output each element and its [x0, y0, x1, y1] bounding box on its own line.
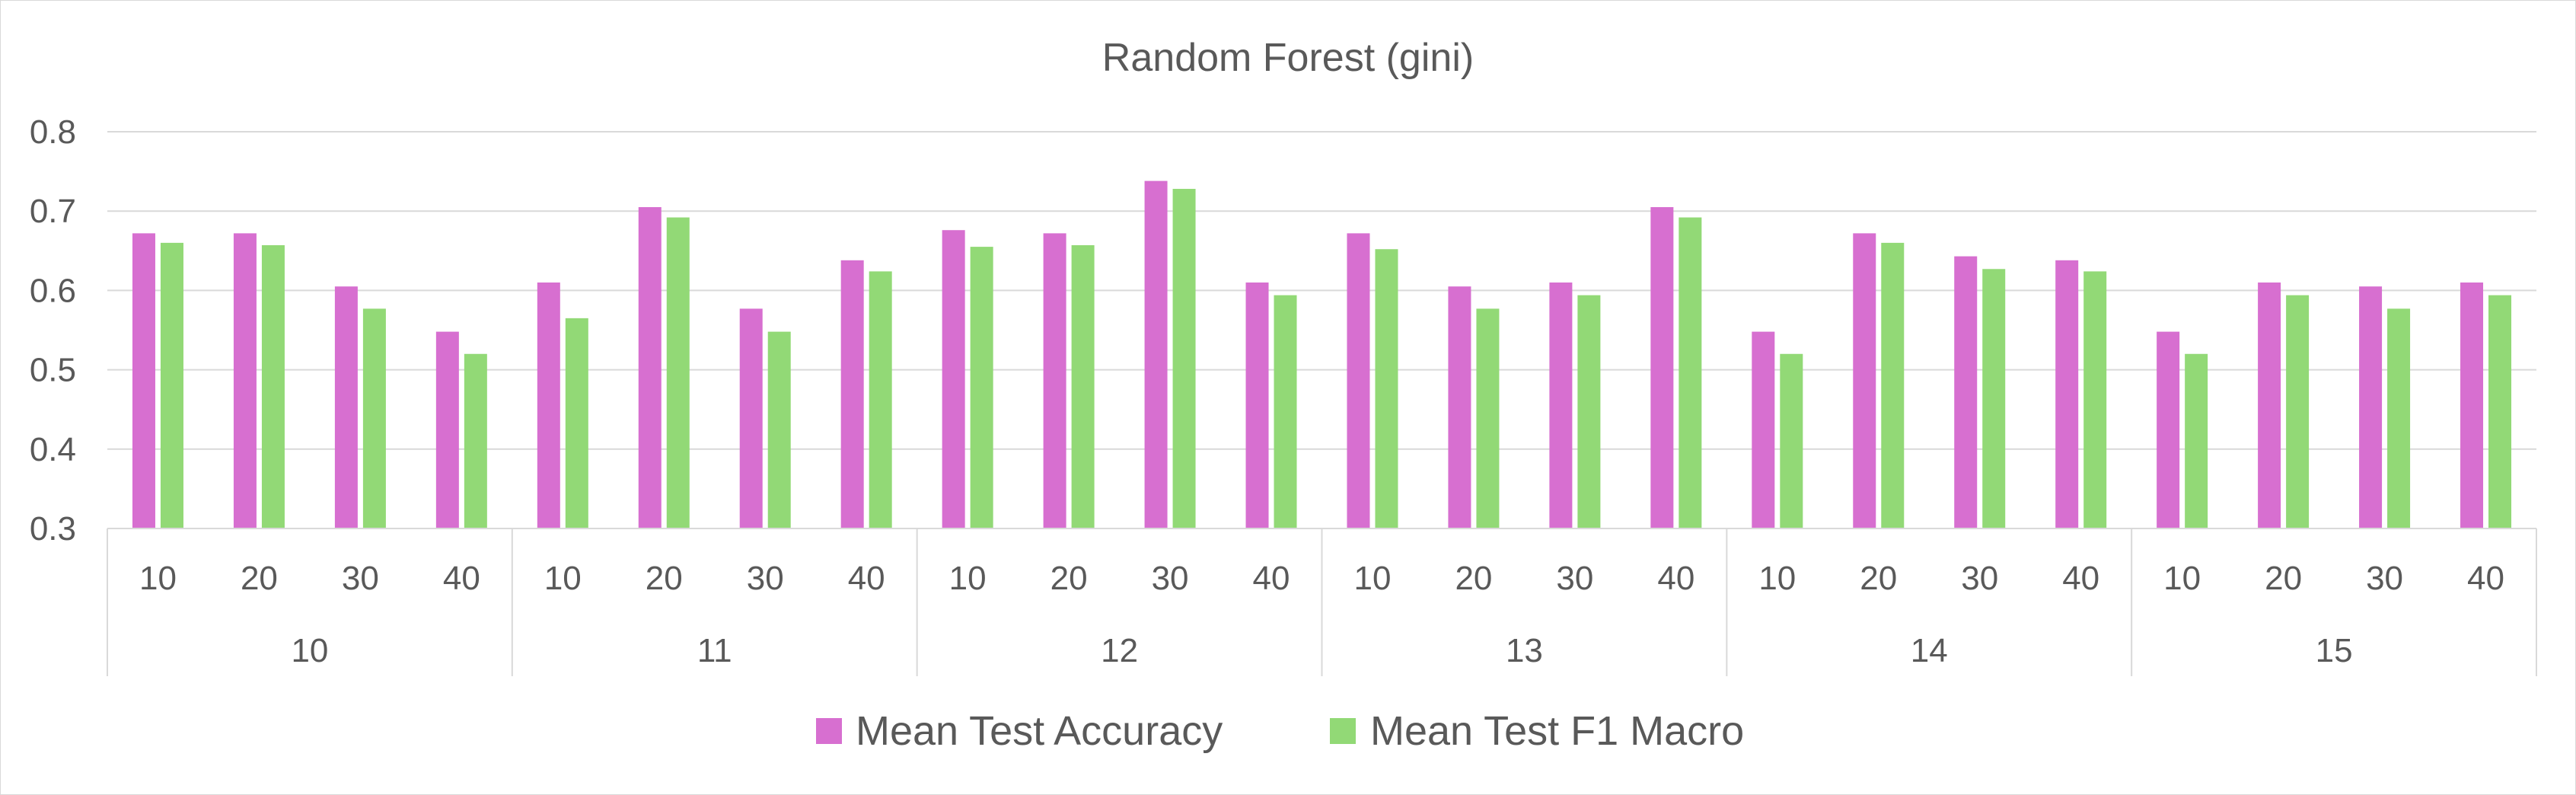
bar-f1-macro	[666, 217, 690, 528]
bar-f1-macro	[2083, 271, 2107, 528]
y-tick-label: 0.8	[30, 113, 76, 151]
legend: Mean Test Accuracy Mean Test F1 Macro	[816, 708, 1744, 754]
bar-f1-macro	[2387, 308, 2411, 528]
x-tick-label: 40	[2467, 560, 2504, 597]
bar-f1-macro	[362, 308, 386, 528]
gridlines	[107, 131, 2536, 450]
bar-accuracy	[1954, 256, 1978, 528]
bar-accuracy	[739, 308, 763, 528]
bar-f1-macro	[1476, 308, 1500, 528]
bar-accuracy	[840, 260, 864, 528]
bar-f1-macro	[1780, 353, 1803, 528]
bar-f1-macro	[767, 331, 791, 528]
x-tick-label: 30	[1961, 560, 1998, 597]
bar-f1-macro	[565, 318, 588, 528]
y-tick-label: 0.7	[30, 193, 76, 230]
x-group-label: 12	[1101, 632, 1138, 669]
x-tick-label: 20	[1455, 560, 1492, 597]
bar-f1-macro	[1881, 242, 1905, 528]
legend-label: Mean Test F1 Macro	[1370, 708, 1744, 754]
x-group-label: 13	[1506, 632, 1543, 669]
x-tick-label: 10	[1758, 560, 1796, 597]
x-group-label: 11	[697, 632, 732, 669]
bar-accuracy	[2055, 260, 2079, 528]
bar-f1-macro	[1982, 269, 2006, 528]
bar-f1-macro	[1071, 245, 1095, 528]
bar-accuracy	[638, 206, 662, 528]
x-tick-label: 10	[139, 560, 177, 597]
x-axis: 10 20 30 40 10 20 30 40 10 20 30 40 10 20 30 40 10 20 30 40…	[107, 528, 2537, 676]
legend-label: Mean Test Accuracy	[856, 708, 1223, 754]
x-tick-label: 20	[241, 560, 278, 597]
x-tick-label: 40	[1657, 560, 1694, 597]
bar-accuracy	[1144, 180, 1168, 528]
bar-accuracy	[2359, 286, 2383, 528]
bar-accuracy	[334, 286, 358, 528]
x-tick-label: 30	[747, 560, 784, 597]
x-tick-label: 40	[848, 560, 885, 597]
bar-f1-macro	[1577, 295, 1601, 528]
x-tick-label: 10	[1354, 560, 1392, 597]
bar-accuracy	[1347, 233, 1370, 528]
bar-f1-macro	[1679, 217, 1702, 528]
x-tick-label: 20	[646, 560, 683, 597]
x-group-label: 15	[2316, 632, 2353, 669]
bar-f1-macro	[2286, 295, 2310, 528]
bar-f1-macro	[160, 242, 183, 528]
x-tick-label: 40	[1253, 560, 1290, 597]
chart-title: Random Forest (gini)	[1102, 36, 1474, 80]
bar-accuracy	[2460, 282, 2484, 528]
y-tick-label: 0.5	[30, 352, 76, 389]
y-axis: 0.3 0.4 0.5 0.6 0.7 0.8	[30, 113, 76, 548]
bar-f1-macro	[2185, 353, 2208, 528]
x-group-label: 10	[291, 632, 328, 669]
x-tick-label: 40	[443, 560, 480, 597]
bar-accuracy	[1650, 206, 1674, 528]
x-tick-label: 30	[1152, 560, 1189, 597]
bar-accuracy	[435, 331, 459, 528]
bar-accuracy	[1448, 286, 1471, 528]
legend-swatch	[816, 718, 842, 744]
x-tick-label: 20	[1860, 560, 1897, 597]
bar-accuracy	[1752, 331, 1775, 528]
bar-f1-macro	[1375, 249, 1398, 528]
bar-accuracy	[537, 282, 560, 528]
bar-f1-macro	[1274, 295, 1297, 528]
bar-f1-macro	[869, 271, 892, 528]
y-tick-label: 0.4	[30, 431, 76, 468]
x-tick-label: 10	[544, 560, 582, 597]
bar-f1-macro	[1172, 189, 1196, 529]
x-tick-label: 30	[1556, 560, 1593, 597]
x-tick-label: 20	[1050, 560, 1088, 597]
bar-f1-macro	[2488, 295, 2512, 528]
bar-f1-macro	[261, 245, 285, 528]
x-tick-label: 20	[2265, 560, 2302, 597]
bar-accuracy	[132, 233, 155, 528]
bar-accuracy	[1549, 282, 1573, 528]
bar-f1-macro	[970, 247, 993, 528]
bars	[132, 180, 2512, 529]
legend-swatch	[1330, 718, 1356, 744]
x-tick-label: 10	[949, 560, 987, 597]
bar-accuracy	[1245, 282, 1269, 528]
x-tick-label: 30	[2366, 560, 2403, 597]
x-group-label: 14	[1911, 632, 1948, 669]
bar-f1-macro	[464, 353, 487, 528]
bar-accuracy	[2258, 282, 2281, 528]
bar-accuracy	[1853, 233, 1876, 528]
bar-accuracy	[1043, 233, 1066, 528]
x-tick-label: 40	[2062, 560, 2099, 597]
y-tick-label: 0.6	[30, 272, 76, 309]
bar-accuracy	[942, 230, 965, 528]
x-tick-label: 10	[2163, 560, 2201, 597]
x-tick-label: 30	[342, 560, 379, 597]
bar-accuracy	[2157, 331, 2180, 528]
bar-accuracy	[233, 233, 257, 528]
y-tick-label: 0.3	[30, 510, 76, 548]
